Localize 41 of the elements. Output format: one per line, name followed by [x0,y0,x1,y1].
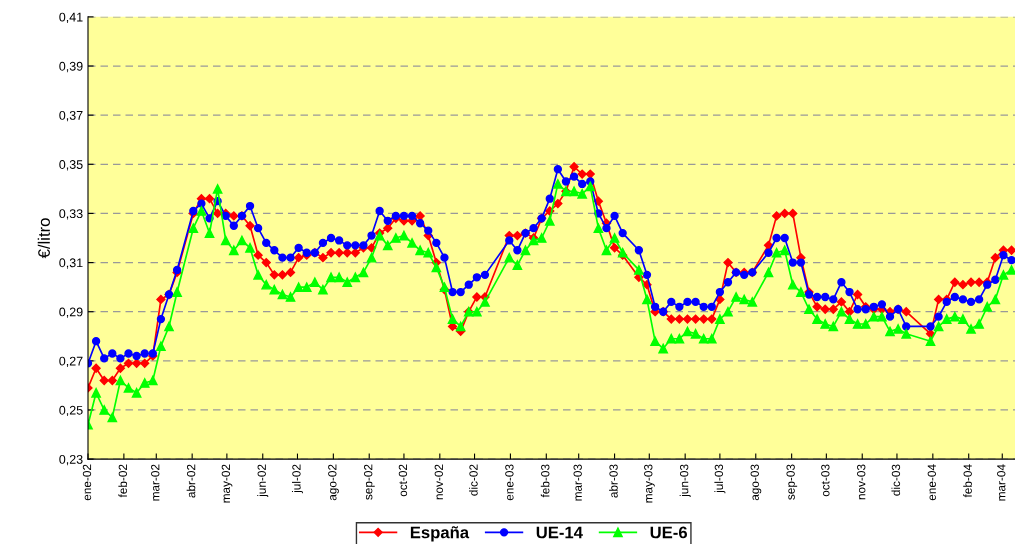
x-tick-label: sep-03 [786,464,798,500]
x-tick-label: oct-02 [398,464,408,497]
x-tick-label: mar-02 [151,464,160,501]
x-tick-label: jun-02 [257,464,269,498]
y-tick-label: 0,39 [59,61,83,73]
y-tick-label: 0,27 [59,356,83,367]
x-tick-label: mar-04 [997,464,1006,501]
x-tick-label: sep-02 [364,464,375,500]
legend-label: UE-6 [650,526,687,539]
x-tick-label: nov-02 [434,464,443,500]
y-tick-label: 0,23 [59,454,83,466]
y-tick-label: 0,29 [59,307,83,318]
x-tick-label: may-02 [221,464,233,503]
x-tick-label: nov-03 [857,464,866,500]
x-tick-label: jul-03 [714,464,726,494]
x-tick-label: ago-03 [750,464,762,501]
y-axis-title: €/litro [37,218,50,259]
legend-label: España [410,526,470,542]
y-tick-label: 0,37 [59,110,83,122]
x-tick-label: ene-03 [505,464,514,501]
x-tick-label: abr-03 [609,464,618,498]
x-tick-label: may-03 [644,464,655,503]
x-tick-label: feb-04 [963,464,972,498]
x-tick-label: ago-02 [328,464,339,501]
x-tick-label: mar-03 [573,464,582,501]
y-tick-label: 0,35 [59,160,83,171]
x-tick-label: jul-02 [291,464,303,494]
x-tick-label: ene-02 [82,464,92,501]
y-tick-label: 0,41 [59,12,83,23]
y-tick-label: 0,31 [59,258,83,269]
x-tick-label: ene-04 [927,464,936,501]
x-tick-label: dic-03 [891,464,901,496]
x-tick-label: feb-03 [540,464,550,498]
y-tick-label: 0,25 [59,405,83,417]
x-tick-label: oct-03 [821,464,830,497]
x-tick-label: abr-02 [186,464,196,498]
legend-label: UE-14 [536,526,583,539]
y-tick-label: 0,33 [59,209,83,220]
x-tick-label: dic-02 [469,464,478,496]
x-tick-label: feb-02 [118,464,128,498]
x-tick-label: jun-03 [679,464,691,498]
